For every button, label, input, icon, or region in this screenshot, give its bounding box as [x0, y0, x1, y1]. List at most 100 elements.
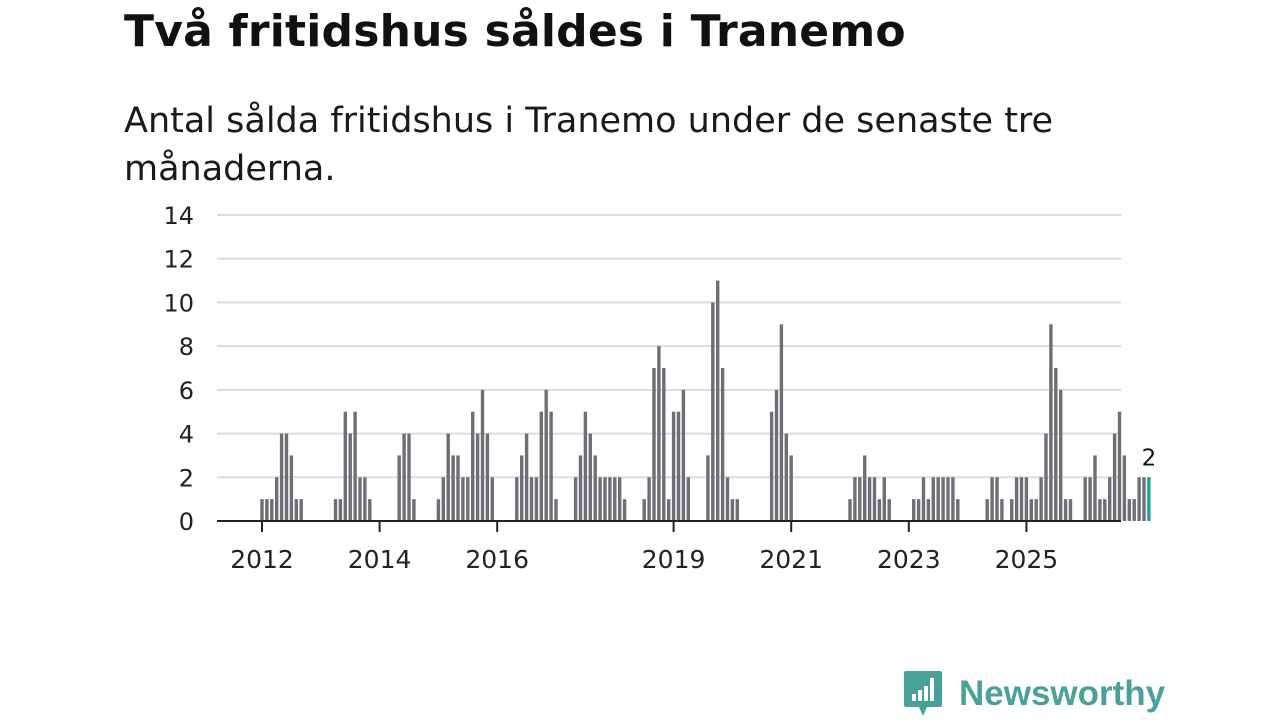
bar [671, 411, 676, 521]
bar [1063, 499, 1068, 521]
bar [1122, 455, 1127, 521]
bar [299, 499, 303, 521]
bar [608, 477, 612, 521]
bar [529, 477, 534, 521]
bar [1108, 477, 1112, 521]
bar [1093, 455, 1097, 521]
bar [593, 455, 597, 521]
bar [985, 499, 989, 521]
bar [730, 499, 735, 521]
x-tick-label: 2021 [759, 545, 823, 574]
bar [872, 477, 877, 521]
bar [1132, 499, 1136, 521]
bar [769, 411, 774, 521]
bar [549, 411, 553, 521]
bar [289, 455, 294, 521]
bar [667, 499, 671, 521]
x-tick-label: 2023 [877, 545, 941, 574]
bar [941, 477, 945, 521]
bar [573, 477, 578, 521]
bar [1034, 499, 1038, 521]
bar [466, 477, 470, 521]
bar [1010, 499, 1014, 521]
bar [333, 499, 338, 521]
bar [515, 477, 519, 521]
bar [990, 477, 994, 521]
bar [1068, 499, 1073, 521]
bar-chart: 0 2 4 6 8 10 12 14 2012 2014 2016 2019 2021 2023 2025… [163, 202, 1157, 574]
y-tick-label: 10 [163, 289, 194, 317]
bar [1029, 499, 1033, 521]
bar [681, 389, 686, 521]
bar [270, 499, 274, 521]
bar [1098, 499, 1102, 521]
bar [662, 368, 666, 521]
bar [706, 455, 710, 521]
bar [720, 368, 725, 521]
bar [461, 477, 465, 521]
x-tick-label: 2025 [995, 545, 1059, 574]
bar [877, 499, 882, 521]
bar [848, 499, 852, 521]
y-tick-label: 6 [179, 377, 194, 405]
bar [412, 499, 416, 521]
gridlines [217, 214, 1121, 479]
bar [1054, 368, 1058, 521]
bar [1024, 477, 1029, 521]
bar [711, 302, 715, 521]
bar [652, 368, 656, 521]
x-tick-label: 2012 [230, 545, 294, 574]
bar [598, 477, 602, 521]
bar [539, 411, 543, 521]
bar [1112, 433, 1117, 521]
bar [358, 477, 362, 521]
newsworthy-brand: Newsworthy [903, 670, 1165, 718]
bar [436, 499, 441, 521]
bar [1137, 477, 1141, 521]
data-label-latest: 2 [1142, 445, 1157, 471]
bar [779, 324, 784, 521]
bar [853, 477, 857, 521]
bar [1142, 477, 1146, 521]
x-axis-ticks: 2012 2014 2016 2019 2021 2023 2025 [230, 521, 1058, 574]
y-tick-label: 14 [163, 202, 194, 230]
bar [946, 477, 950, 521]
bar [1103, 499, 1107, 521]
bar [260, 499, 264, 521]
x-tick-label: 2016 [465, 545, 529, 574]
bar [774, 389, 779, 521]
bar [451, 455, 455, 521]
bar [887, 499, 891, 521]
bar [921, 477, 926, 521]
bar [995, 477, 999, 521]
bar [882, 477, 886, 521]
bar [490, 477, 494, 521]
bar [735, 499, 739, 521]
bar [1039, 477, 1043, 521]
bar [284, 433, 289, 521]
bar [353, 411, 357, 521]
bar [686, 477, 690, 521]
bar [1127, 499, 1131, 521]
bar [583, 411, 588, 521]
bar [926, 499, 931, 521]
bar [867, 477, 872, 521]
bar [603, 477, 607, 521]
bar-highlight [1147, 477, 1151, 521]
chart-subtitle: Antal sålda fritidshus i Tranemo under d… [124, 101, 1054, 189]
bar [588, 433, 592, 521]
bar [397, 455, 401, 521]
bar [407, 433, 411, 521]
bar [657, 346, 661, 521]
bar [725, 477, 730, 521]
y-tick-label: 12 [163, 246, 194, 274]
bar [1019, 477, 1024, 521]
bar [446, 433, 450, 521]
bar [363, 477, 367, 521]
bar [338, 499, 343, 521]
y-tick-label: 0 [179, 508, 194, 536]
bar [613, 477, 617, 521]
bar [1059, 389, 1063, 521]
bar [784, 433, 788, 521]
x-tick-label: 2019 [642, 545, 706, 574]
